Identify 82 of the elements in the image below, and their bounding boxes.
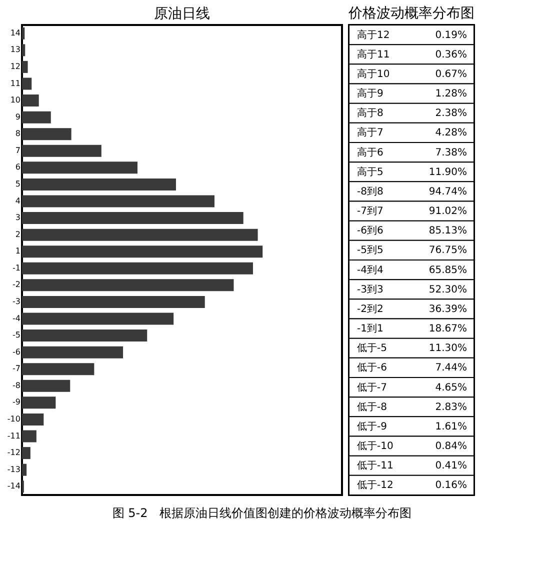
bar: [22, 363, 94, 376]
text: -4到4 65.85%: [357, 264, 467, 276]
bar: [22, 246, 263, 258]
bar: [22, 178, 176, 190]
bar: [22, 212, 244, 224]
bar: [22, 144, 102, 157]
bar: [22, 60, 28, 73]
bar: [22, 330, 148, 342]
text: -8到8 94.74%: [357, 186, 467, 198]
bar: [22, 296, 205, 308]
text: 高于7 4.28%: [357, 128, 467, 139]
text: -1到1 18.67%: [357, 324, 467, 335]
bar: [22, 162, 138, 174]
y-tick-label: 13: [10, 45, 20, 54]
bar: [22, 228, 258, 241]
text: -5到5 76.75%: [357, 245, 467, 256]
y-tick-label: -7: [12, 364, 20, 374]
bar: [22, 128, 72, 140]
y-tick-label: -2: [12, 280, 20, 290]
text: 低于-10 0.84%: [357, 441, 467, 452]
y-tick-label: 10: [10, 96, 20, 105]
bar: [22, 44, 26, 56]
y-tick-label: 14: [10, 28, 20, 38]
y-tick-label: -12: [7, 448, 20, 458]
y-tick-label: -13: [7, 464, 20, 474]
text: 低于-8 2.83%: [357, 402, 467, 413]
y-tick-label: -14: [7, 482, 20, 491]
bar: [22, 94, 39, 107]
text: 低于-6 7.44%: [357, 362, 467, 374]
bar: [22, 346, 124, 358]
bar: [22, 195, 214, 208]
text: 高于12 0.19%: [357, 30, 467, 41]
y-tick-label: 12: [10, 62, 20, 71]
bar: [22, 413, 44, 426]
text: 低于-7 4.65%: [357, 382, 467, 394]
bar: [22, 27, 25, 40]
text: 高于11 0.36%: [357, 49, 467, 60]
bar: [22, 396, 56, 409]
text: 低于-11 0.41%: [357, 460, 467, 472]
text: -6到6 85.13%: [357, 226, 467, 237]
text: 高于10 0.67%: [357, 68, 467, 80]
y-tick-label: 11: [10, 78, 20, 88]
y-tick-label: 7: [15, 146, 20, 155]
text: -3到3 52.30%: [357, 284, 467, 296]
y-tick-label: 4: [15, 196, 20, 206]
text: -2到2 36.39%: [357, 304, 467, 315]
y-tick-label: -11: [7, 431, 20, 440]
bar: [22, 464, 27, 476]
text: 低于-9 1.61%: [357, 421, 467, 432]
y-tick-label: -8: [12, 380, 20, 390]
y-tick-label: 3: [15, 213, 20, 222]
bar: [22, 312, 174, 325]
y-tick-label: -4: [12, 314, 20, 323]
y-tick-label: 8: [15, 129, 20, 138]
text: 价格波动概率分布图: [348, 6, 474, 22]
y-tick-label: -6: [12, 347, 20, 356]
y-tick-label: -5: [12, 330, 20, 340]
bar: [22, 380, 70, 392]
chart-title: 原油日线: [154, 6, 210, 22]
text: 高于9 1.28%: [357, 88, 467, 100]
y-tick-label: -9: [12, 398, 20, 407]
y-tick-label: 1: [15, 246, 20, 256]
bar: [22, 447, 30, 460]
text: -7到7 91.02%: [357, 206, 467, 218]
bar: [22, 78, 32, 90]
y-tick-label: -1: [12, 263, 20, 272]
caption: 图 5-2 根据原油日线价值图创建的价格波动概率分布图: [112, 506, 412, 520]
y-tick-label: 2: [15, 230, 20, 239]
text: 高于8 2.38%: [357, 108, 467, 120]
y-tick-label: -10: [7, 414, 20, 424]
bar: [22, 279, 234, 292]
bar: [22, 111, 51, 124]
y-tick-label: 9: [15, 112, 20, 122]
y-tick-label: 5: [15, 179, 20, 188]
text: 高于6 7.38%: [357, 147, 467, 158]
bar: [22, 430, 36, 442]
bar: [22, 262, 253, 274]
text: 高于5 11.90%: [357, 166, 467, 178]
y-tick-label: 6: [15, 162, 20, 172]
text: 低于-5 11.30%: [357, 343, 467, 354]
y-tick-label: -3: [12, 296, 20, 306]
text: 低于-12 0.16%: [357, 480, 467, 492]
